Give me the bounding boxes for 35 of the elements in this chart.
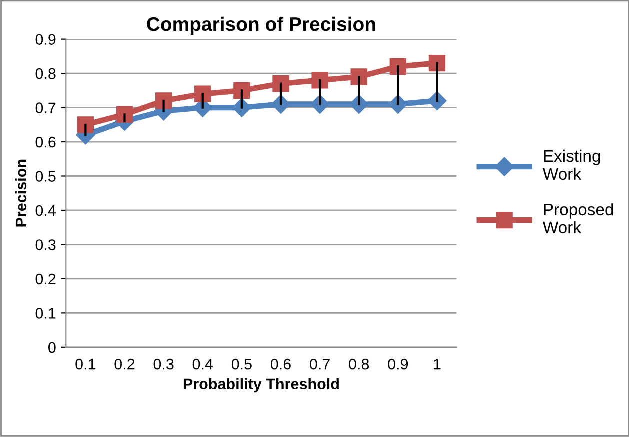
point <box>116 106 134 123</box>
legend-label: Existing Work <box>542 150 600 180</box>
x-axis-title: Probability Threshold <box>184 378 339 393</box>
y-tick-label: 0.9 <box>36 34 56 46</box>
x-tick-label: 0.8 <box>349 358 370 370</box>
x-tick-label: 0.1 <box>76 358 96 370</box>
x-tick-label: 1 <box>434 359 441 370</box>
point <box>390 58 406 76</box>
y-tick-label: 0.5 <box>36 171 56 182</box>
y-tick-label: 0.2 <box>36 274 56 285</box>
point <box>194 86 212 102</box>
x-tick-label: 0.5 <box>232 358 252 370</box>
y-tick-label: 0 <box>48 342 56 354</box>
x-tick-label: 0.4 <box>192 358 214 370</box>
y-tick-label: 0.6 <box>36 136 56 148</box>
point <box>350 68 368 86</box>
y-tick-label: 0.7 <box>36 102 56 114</box>
point <box>312 72 328 89</box>
x-tick-label: 0.3 <box>154 358 174 370</box>
y-tick-label: 0.4 <box>36 205 56 216</box>
y-axis-title: Precision <box>15 160 27 227</box>
y-tick-label: 0.3 <box>36 240 56 250</box>
point <box>155 92 172 110</box>
x-tick-label: 0.6 <box>270 358 291 370</box>
x-tick-label: 0.2 <box>114 358 135 370</box>
point <box>77 116 94 134</box>
point <box>428 54 446 72</box>
point <box>272 75 290 92</box>
x-tick-label: 0.7 <box>310 358 330 370</box>
point <box>234 82 250 100</box>
y-tick-label: 0.1 <box>36 308 56 319</box>
legend-label: Proposed Work <box>542 203 614 234</box>
y-tick-label: 0.8 <box>36 68 56 80</box>
x-tick-label: 0.9 <box>388 358 408 370</box>
chart-title: Comparison of Precision <box>147 16 376 36</box>
